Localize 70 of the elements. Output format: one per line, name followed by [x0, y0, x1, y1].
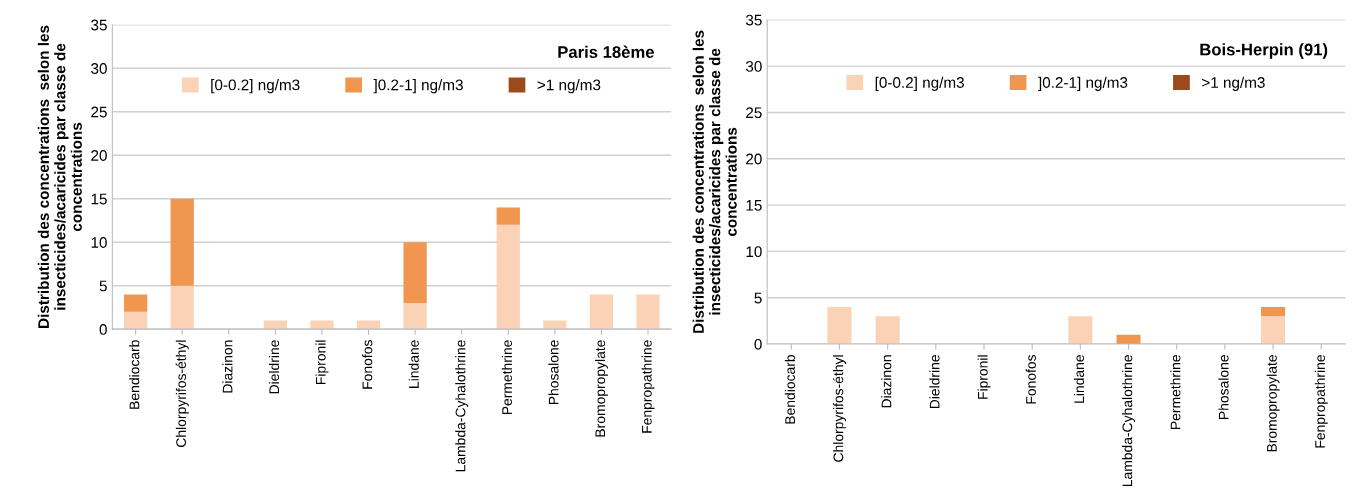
bar [310, 320, 334, 330]
legend-label: [0-0.2] ng/m3 [211, 79, 300, 94]
x-tick-label: Fonofos [1025, 354, 1036, 404]
legend-label: ]0.2-1] ng/m3 [1038, 76, 1128, 91]
bar [1261, 306, 1286, 317]
x-tick-label: Chlorpyrifos-éthyl [175, 340, 189, 447]
bar [875, 316, 900, 345]
y-tick-label: 0 [754, 338, 762, 350]
y-tick-label: 20 [746, 153, 762, 165]
x-tick-label: Phosalone [1218, 355, 1229, 419]
bar [403, 242, 427, 304]
y-tick-label: 30 [91, 63, 107, 74]
y-tick-label: 20 [91, 150, 107, 161]
bar [827, 306, 852, 345]
bar [170, 285, 194, 330]
bar [636, 294, 660, 330]
bar [1261, 316, 1286, 345]
y-tick-label: 0 [99, 324, 107, 335]
x-tick-label: Bromopropylate [1266, 355, 1280, 452]
y-tick-label: 35 [91, 19, 107, 31]
x-tick-label: Dieldrine [268, 340, 280, 394]
legend-label: ]0.2-1] ng/m3 [373, 79, 463, 94]
y-tick-label: 10 [746, 246, 762, 258]
y-tick-label: 15 [746, 200, 762, 211]
x-tick-label: Fipronil [315, 340, 329, 384]
legend-label: >1 ng/m3 [1202, 76, 1265, 91]
bar [356, 320, 381, 330]
y-axis-title: Distribution des concentrations selon les insecticides/acaricides par classe de concentrations [37, 25, 82, 328]
x-tick-label: Fenpropathrine [641, 340, 655, 433]
bar [403, 303, 427, 330]
bar [263, 320, 288, 330]
x-tick-label: Permethrine [1170, 355, 1181, 429]
x-tick-label: Lindane [408, 340, 419, 388]
x-tick-label: Bromopropylate [594, 340, 608, 437]
y-tick-label: 35 [745, 14, 762, 26]
bar [1068, 316, 1093, 345]
y-axis-title: Distribution des concentrations selon les insecticides/acaricides par classe de concentrations [692, 30, 737, 333]
y-tick-label: 5 [754, 292, 762, 304]
x-tick-label: Fonofos [362, 340, 373, 389]
x-tick-label: Phosalone [548, 340, 559, 405]
x-tick-label: Permethrine [501, 340, 512, 415]
bar [1116, 334, 1141, 345]
bar [589, 294, 614, 330]
bar [496, 224, 520, 330]
x-tick-label: Fipronil [977, 355, 991, 399]
legend-label: >1 ng/m3 [537, 79, 601, 94]
x-tick-label: Chlorpyrifos-éthyl [832, 355, 847, 462]
x-tick-label: Fenpropathrine [1314, 355, 1328, 448]
x-tick-label: Diazinon [222, 340, 233, 393]
bar [543, 320, 567, 330]
x-tick-label: Lambda-Cyhalothrine [1122, 355, 1136, 487]
text: Bois-Herpin (91) [1200, 43, 1328, 59]
x-tick-label: Lindane [1073, 355, 1085, 403]
x-tick-label: Bendiocarb [784, 355, 796, 424]
bar [123, 311, 148, 330]
y-tick-label: 15 [91, 193, 107, 205]
bar [496, 207, 520, 225]
x-tick-label: Diazinon [881, 355, 892, 408]
x-tick-label: Lambda-Cyhalothrine [455, 340, 469, 472]
x-tick-label: Dieldrine [929, 355, 940, 409]
bar [170, 198, 194, 286]
legend-label: [0-0.2] ng/m3 [875, 76, 964, 91]
text: Paris 18ème [558, 45, 654, 58]
x-tick-label: Bendiocarb [129, 340, 140, 409]
y-tick-label: 5 [99, 280, 107, 292]
y-tick-label: 10 [91, 237, 107, 248]
bar [123, 294, 148, 312]
y-tick-label: 25 [91, 106, 107, 118]
y-tick-label: 30 [745, 60, 762, 72]
y-tick-label: 25 [746, 107, 762, 119]
